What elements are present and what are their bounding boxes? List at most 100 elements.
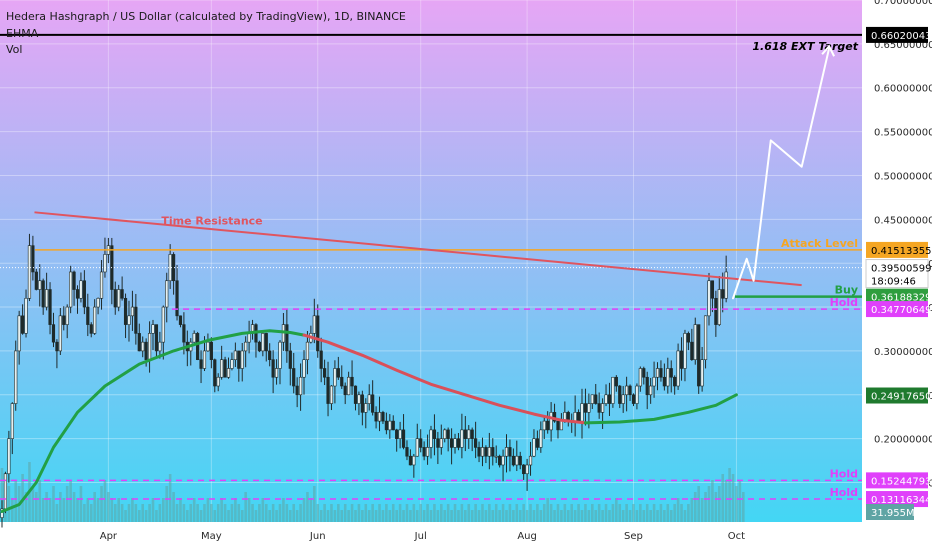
candle-body	[573, 412, 577, 422]
price-tick-label: 0.45000000	[874, 215, 932, 226]
volume-bar	[100, 486, 103, 522]
volume-bar	[439, 504, 443, 522]
candle-body	[535, 438, 539, 448]
price-tick-label: 0.50000000	[874, 171, 932, 182]
volume-bar	[165, 486, 169, 522]
indicator-ehma-label[interactable]: EHMA	[6, 27, 39, 40]
candle-body	[261, 333, 265, 352]
ema-line-green	[0, 329, 306, 513]
time-tick-label: Aug	[517, 531, 537, 542]
volume-bar	[199, 510, 203, 522]
candle-body	[449, 438, 454, 448]
candle-body	[199, 359, 203, 369]
volume-bar	[371, 504, 374, 522]
candle-body	[549, 412, 553, 431]
volume-bar	[381, 510, 385, 522]
volume-bar	[546, 498, 549, 522]
candle-body	[3, 473, 8, 510]
volume-bar	[244, 492, 247, 522]
volume-bar	[261, 498, 265, 522]
candle-body	[20, 315, 25, 334]
candle-body	[635, 385, 639, 404]
candle-body	[642, 368, 646, 378]
candle-body	[686, 333, 690, 343]
volume-bar	[573, 510, 577, 522]
candle-body	[703, 315, 708, 360]
candle-body	[38, 280, 42, 290]
candle-body	[539, 429, 543, 448]
candle-body	[673, 376, 677, 387]
candle-body	[178, 315, 183, 325]
volume-bar	[79, 486, 83, 522]
candle-body	[552, 412, 557, 422]
volume-bar	[539, 510, 543, 522]
volume-bar	[7, 486, 11, 522]
candle-body	[542, 420, 546, 431]
price-tick-label: 0.20000000	[874, 435, 932, 446]
candle-body	[55, 341, 59, 352]
candle-body	[278, 341, 282, 369]
volume-bar	[707, 486, 711, 522]
price-tag-value: 0.24917650	[871, 392, 931, 403]
volume-bar	[724, 480, 728, 522]
candle-body	[515, 455, 519, 466]
volume-bar	[364, 504, 368, 522]
candle-body	[669, 368, 673, 378]
candle-body	[271, 359, 275, 378]
candle-body	[662, 376, 666, 387]
volume-bar	[69, 480, 72, 522]
volume-bar	[508, 504, 512, 522]
volume-bar	[343, 504, 347, 522]
volume-bar	[529, 504, 532, 522]
time-axis-background	[0, 522, 862, 550]
price-tick-label: 0.70000000	[874, 0, 932, 7]
volume-bar	[326, 510, 330, 522]
candle-body	[65, 306, 69, 325]
volume-bar	[189, 504, 193, 522]
volume-bar	[361, 510, 364, 522]
candle-body	[467, 429, 471, 439]
candle-body	[721, 289, 725, 299]
candle-body	[415, 438, 419, 457]
volume-bar	[285, 504, 289, 522]
volume-bar	[700, 498, 704, 522]
candle-body	[117, 289, 121, 308]
candle-body	[683, 333, 687, 369]
candle-body	[58, 315, 62, 352]
volume-bar	[275, 510, 278, 522]
candle-body	[405, 447, 409, 457]
candle-body	[233, 350, 237, 360]
level-label-attack: Attack Level	[781, 237, 858, 250]
time-tick-label: May	[201, 531, 222, 542]
candle-body	[625, 385, 629, 396]
candle-body	[264, 333, 268, 352]
volume-bar	[172, 492, 175, 522]
volume-bar	[347, 510, 350, 522]
volume-bar	[110, 498, 114, 522]
candle-body	[360, 394, 364, 413]
volume-bar	[415, 510, 419, 522]
volume-bar	[731, 474, 735, 522]
volume-bar	[237, 504, 241, 522]
price-tag-bg	[865, 259, 929, 289]
volume-bar	[663, 510, 666, 522]
indicator-vol-label[interactable]: Vol	[6, 43, 23, 56]
volume-bar	[210, 504, 213, 522]
volume-bar	[501, 504, 505, 522]
candle-body	[714, 297, 718, 325]
candle-body	[559, 420, 564, 431]
volume-bar	[453, 504, 457, 522]
volume-bar	[113, 504, 117, 522]
volume-bar	[319, 510, 323, 522]
candle-body	[419, 438, 423, 448]
volume-bar	[158, 504, 162, 522]
volume-bar	[742, 492, 745, 522]
candle-body	[72, 271, 76, 290]
candle-body	[484, 447, 488, 457]
candle-body	[192, 333, 196, 343]
volume-bar	[735, 486, 738, 522]
candle-body	[429, 429, 433, 448]
candle-body	[453, 438, 457, 448]
